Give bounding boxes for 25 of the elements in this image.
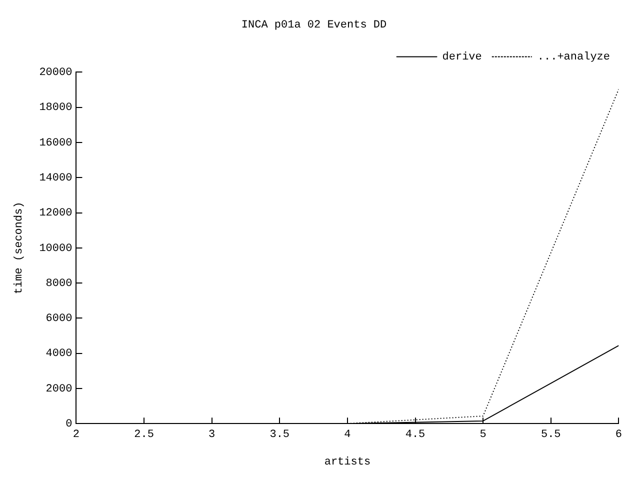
y-tick-label: 2000 bbox=[46, 383, 72, 396]
y-tick-label: 20000 bbox=[39, 67, 72, 80]
y-tick-label: 16000 bbox=[39, 137, 72, 150]
x-tick-label: 3.5 bbox=[270, 429, 290, 442]
x-tick-label: 2 bbox=[72, 429, 80, 442]
y-tick-label: 14000 bbox=[39, 172, 72, 185]
legend-label: ...+analyze bbox=[537, 52, 610, 64]
x-tick-label: 3 bbox=[208, 429, 216, 442]
legend-label: derive bbox=[442, 52, 482, 64]
y-tick-label: 10000 bbox=[39, 242, 72, 255]
x-tick-label: 5.5 bbox=[540, 429, 561, 442]
x-tick-label: 2.5 bbox=[134, 429, 154, 442]
y-axis-title: time (seconds) bbox=[14, 202, 26, 294]
y-tick-label: 8000 bbox=[46, 278, 72, 290]
y-tick-label: 0 bbox=[66, 418, 72, 431]
x-tick-label: 5 bbox=[480, 429, 486, 442]
y-tick-label: 12000 bbox=[39, 208, 72, 220]
x-axis-title: artists bbox=[324, 456, 371, 468]
x-tick-label: 6 bbox=[615, 429, 622, 442]
x-tick-label: 4.5 bbox=[405, 429, 426, 442]
y-tick-label: 4000 bbox=[46, 348, 72, 360]
x-tick-label: 4 bbox=[344, 429, 352, 442]
y-tick-label: 6000 bbox=[46, 313, 72, 326]
y-tick-label: 18000 bbox=[39, 102, 72, 114]
chart-title: INCA p01a 02 Events DD bbox=[241, 20, 388, 32]
